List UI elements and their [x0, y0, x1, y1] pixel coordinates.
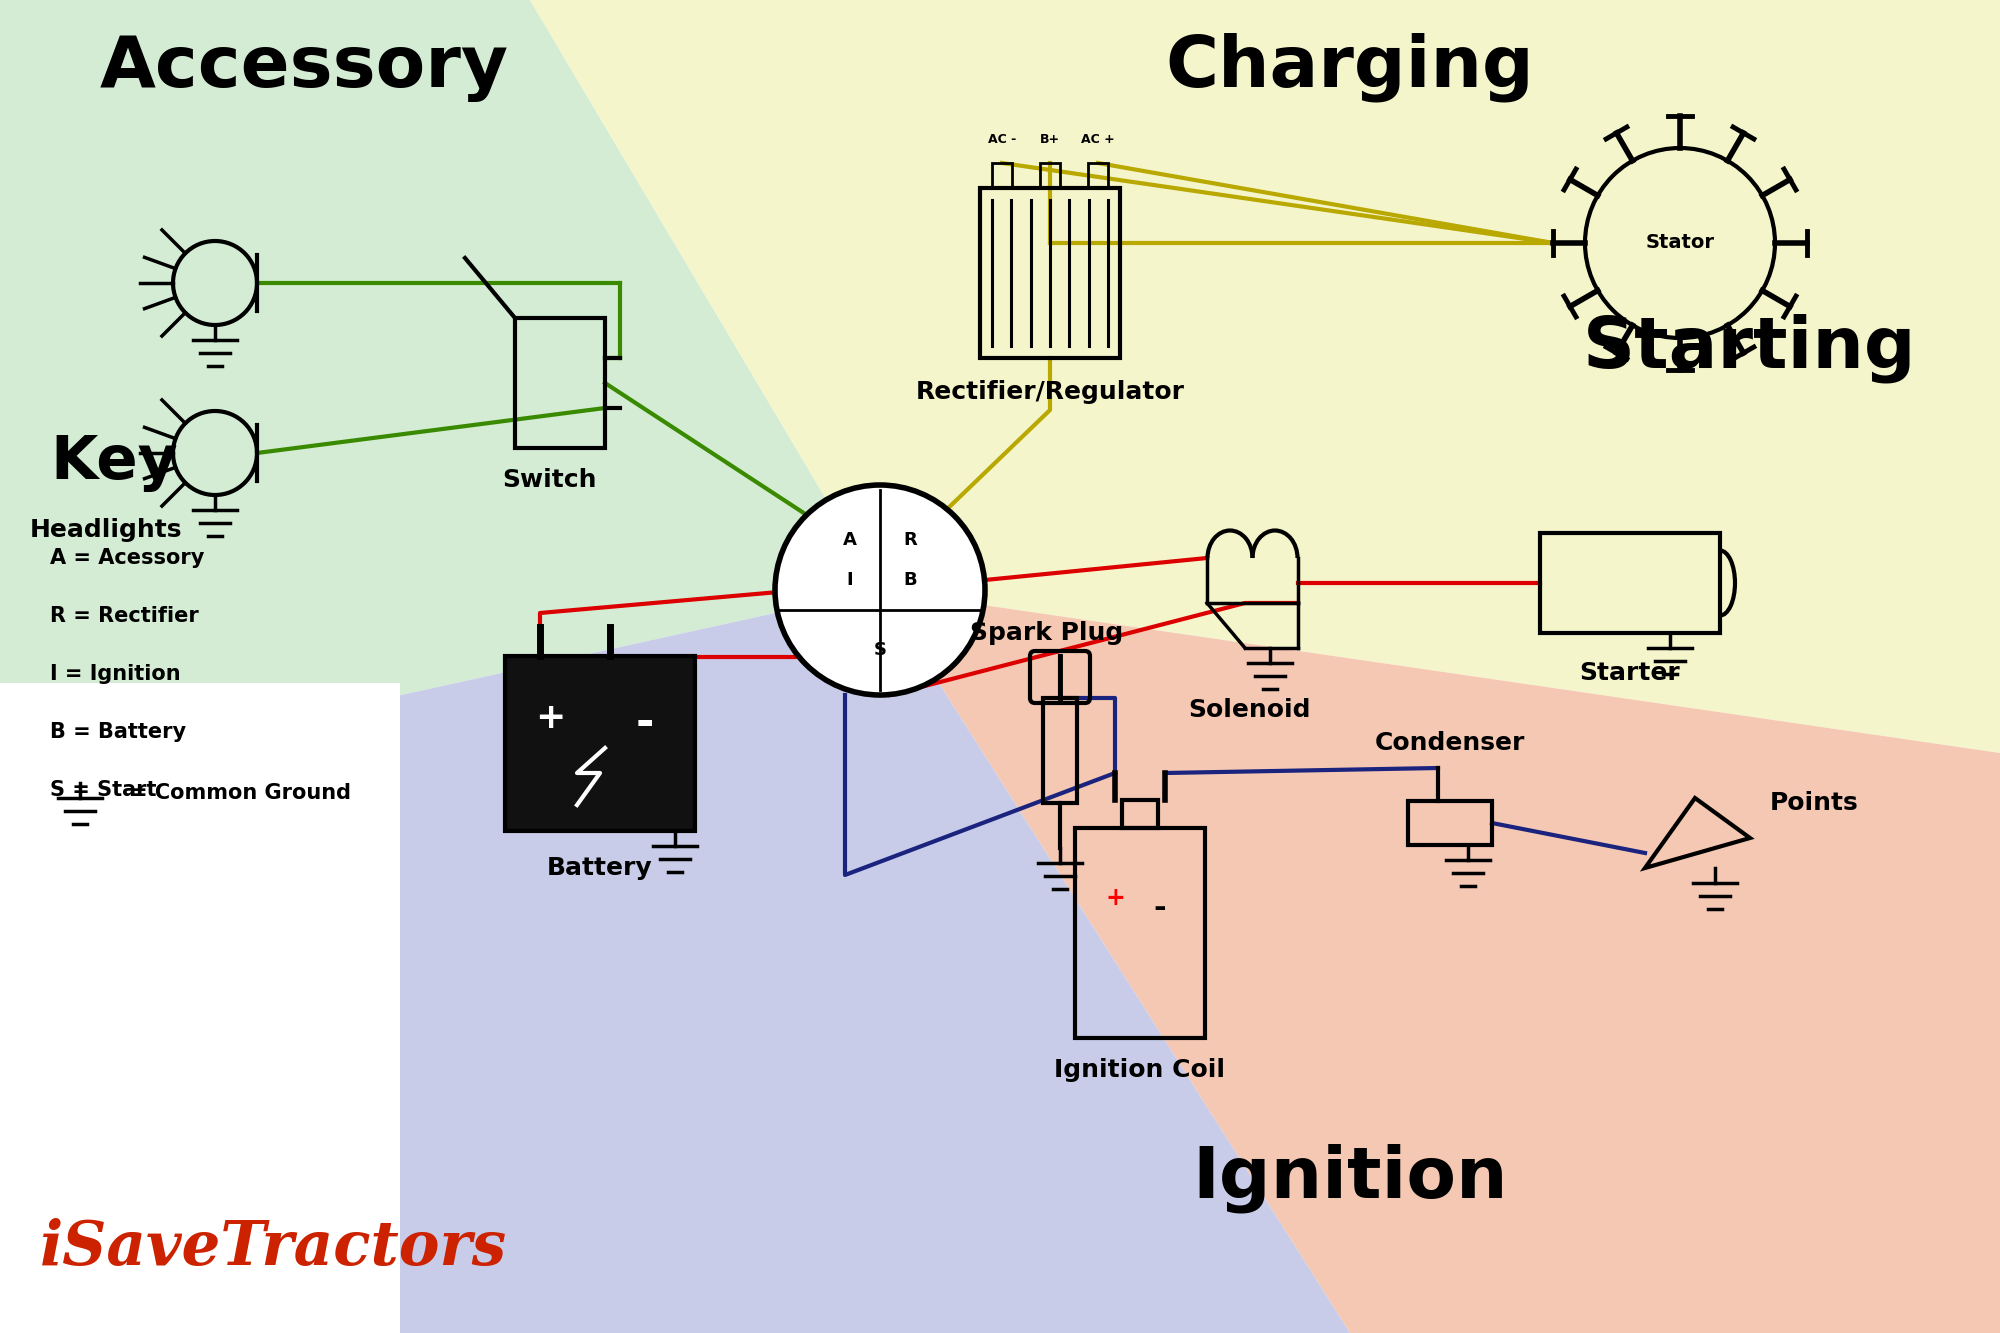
Polygon shape	[880, 591, 2000, 1333]
Polygon shape	[530, 0, 2000, 753]
Text: R = Rectifier: R = Rectifier	[50, 607, 198, 627]
Text: -: -	[636, 701, 654, 745]
Text: S = Start: S = Start	[50, 780, 156, 800]
Text: B: B	[904, 571, 916, 589]
FancyBboxPatch shape	[504, 656, 696, 830]
Text: I: I	[846, 571, 854, 589]
Polygon shape	[0, 682, 400, 1333]
Polygon shape	[0, 591, 1350, 1333]
Text: R: R	[904, 531, 916, 549]
Polygon shape	[0, 782, 350, 1333]
Circle shape	[776, 485, 986, 694]
Text: Solenoid: Solenoid	[1188, 698, 1312, 722]
Text: AC +: AC +	[1082, 133, 1114, 147]
Text: +: +	[1106, 886, 1124, 910]
Text: Condenser: Condenser	[1374, 730, 1526, 754]
Text: Charging: Charging	[1166, 33, 1534, 103]
Text: Ignition Coil: Ignition Coil	[1054, 1058, 1226, 1082]
Text: I = Ignition: I = Ignition	[50, 664, 180, 684]
Text: AC -: AC -	[988, 133, 1016, 147]
Text: = Common Ground: = Common Ground	[130, 782, 352, 802]
Text: Accessory: Accessory	[100, 33, 508, 103]
Text: Points: Points	[1770, 790, 1858, 814]
Text: A = Acessory: A = Acessory	[50, 548, 204, 568]
Text: S: S	[874, 641, 886, 659]
Text: +: +	[534, 701, 566, 734]
Text: A: A	[844, 531, 856, 549]
Text: B = Battery: B = Battery	[50, 722, 186, 742]
Text: -: -	[1154, 893, 1166, 922]
Text: Switch: Switch	[502, 468, 598, 492]
Text: Starter: Starter	[1580, 661, 1680, 685]
Text: iSaveTractors: iSaveTractors	[40, 1218, 508, 1278]
Text: Ignition: Ignition	[1192, 1144, 1508, 1213]
Text: Headlights: Headlights	[30, 519, 182, 543]
Text: Key: Key	[50, 433, 178, 492]
Text: Starting: Starting	[1584, 313, 1916, 383]
Text: Stator: Stator	[1646, 233, 1714, 252]
Text: Rectifier/Regulator: Rectifier/Regulator	[916, 380, 1184, 404]
Text: Spark Plug: Spark Plug	[970, 621, 1124, 645]
Polygon shape	[0, 0, 880, 782]
Text: Battery: Battery	[548, 856, 652, 880]
Text: B+: B+	[1040, 133, 1060, 147]
